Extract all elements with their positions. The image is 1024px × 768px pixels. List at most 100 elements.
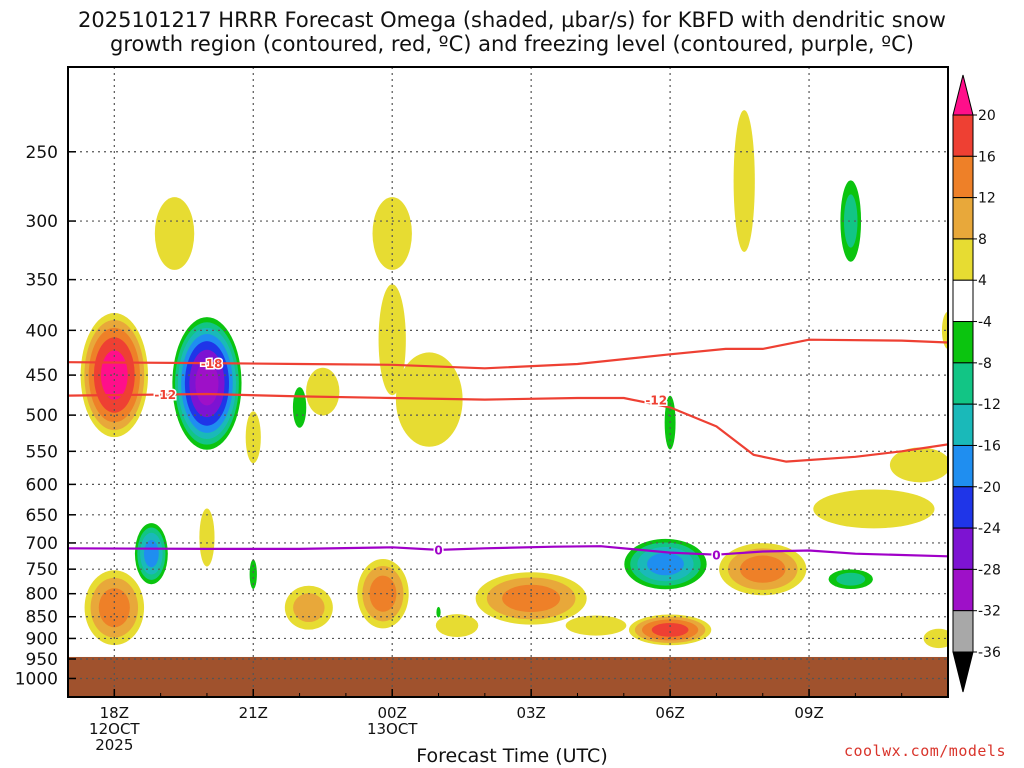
omega-level-p8 bbox=[293, 593, 325, 623]
omega-cell-24 bbox=[733, 110, 755, 252]
colorbar-box-10 bbox=[952, 527, 974, 570]
x-tick-label-0-0: 18Z bbox=[100, 704, 129, 722]
x-tick-label-0-1: 12OCT bbox=[89, 720, 140, 738]
contour-line-2 bbox=[68, 545, 948, 558]
omega-cell-16 bbox=[435, 614, 479, 637]
y-tick-label-450: 450 bbox=[26, 366, 58, 386]
omega-cell-4 bbox=[134, 523, 168, 585]
colorbar-box-1 bbox=[952, 155, 974, 199]
omega-level-p4 bbox=[923, 628, 948, 649]
y-tick-label-800: 800 bbox=[26, 585, 58, 605]
colorbar-label-6: -8 bbox=[978, 356, 992, 372]
colorbar-label-1: 16 bbox=[978, 149, 996, 165]
omega-level-p4 bbox=[372, 197, 412, 270]
colorbar-box-12 bbox=[952, 610, 974, 653]
y-tick-label-900: 900 bbox=[26, 629, 58, 649]
omega-cell-27 bbox=[923, 628, 948, 649]
colorbar-label-10: -24 bbox=[978, 521, 1001, 537]
y-tick-label-300: 300 bbox=[26, 212, 58, 232]
y-tick-label-650: 650 bbox=[26, 506, 58, 526]
colorbar-box-6 bbox=[952, 362, 974, 405]
colorbar-box-7 bbox=[952, 403, 974, 446]
colorbar-box-4 bbox=[952, 279, 974, 323]
omega-cell-6 bbox=[245, 411, 261, 464]
colorbar-label-13: -36 bbox=[978, 645, 1001, 661]
omega-level-p4 bbox=[154, 197, 195, 270]
y-tick-label-750: 750 bbox=[26, 560, 58, 580]
omega-cell-15 bbox=[475, 572, 587, 625]
colorbar-label-9: -20 bbox=[978, 480, 1001, 496]
colorbar-label-2: 12 bbox=[978, 191, 996, 207]
chart-title: 2025101217 HRRR Forecast Omega (shaded, … bbox=[0, 8, 1024, 56]
title-line-1: 2025101217 HRRR Forecast Omega (shaded, … bbox=[78, 8, 946, 32]
omega-cell-25 bbox=[840, 180, 862, 262]
omega-cell-11 bbox=[357, 558, 409, 629]
y-tick-label-250: 250 bbox=[26, 143, 58, 163]
omega-level-m4 bbox=[249, 559, 257, 589]
x-tick-label-12-0: 06Z bbox=[655, 704, 684, 722]
temperature-contours: -18 -12 -12 0 0 bbox=[68, 338, 948, 564]
omega-cell-14 bbox=[378, 284, 406, 396]
omega-cell-29 bbox=[436, 606, 441, 618]
omega-level-p4 bbox=[245, 411, 261, 464]
contour-label-2: -12 bbox=[645, 394, 667, 408]
omega-cell-17 bbox=[565, 615, 627, 636]
colorbar-box-3 bbox=[952, 238, 974, 281]
colorbar-label-7: -12 bbox=[978, 397, 1001, 413]
x-tick-label-3-0: 21Z bbox=[239, 704, 268, 722]
y-tick-label-550: 550 bbox=[26, 442, 58, 462]
colorbar-label-5: -4 bbox=[978, 315, 992, 331]
omega-level-p4 bbox=[889, 447, 948, 483]
omega-level-m16 bbox=[647, 552, 684, 576]
site-credit[interactable]: coolwx.com/models bbox=[843, 742, 1006, 760]
omega-level-p4 bbox=[813, 489, 935, 529]
x-axis-label: Forecast Time (UTC) bbox=[416, 745, 608, 767]
x-tick-label-6-0: 00Z bbox=[378, 704, 407, 722]
grid bbox=[68, 67, 948, 697]
omega-cell-5 bbox=[199, 508, 215, 567]
title-line-2: growth region (contoured, red, ºC) and f… bbox=[110, 32, 914, 56]
colorbar-label-4: 4 bbox=[978, 273, 987, 289]
colorbar-label-3: 8 bbox=[978, 232, 987, 248]
colorbar: 20 16 12 8 4 -4 -8 -12 -16 -20 -24 -28 -32 -36 bbox=[952, 74, 1001, 693]
x-tick-label-6-1: 13OCT bbox=[367, 720, 418, 738]
omega-level-m8 bbox=[836, 572, 866, 586]
omega-cell-9 bbox=[306, 367, 340, 416]
y-tick-label-500: 500 bbox=[26, 406, 58, 426]
below-ground-region bbox=[68, 656, 948, 697]
omega-cell-19 bbox=[624, 538, 707, 590]
omega-cell-2 bbox=[154, 197, 195, 270]
omega-cell-26 bbox=[828, 569, 873, 590]
omega-level-m8 bbox=[843, 194, 858, 248]
colorbar-box-0 bbox=[952, 114, 974, 157]
colorbar-box-5 bbox=[952, 321, 974, 364]
y-tick-label-400: 400 bbox=[26, 321, 58, 341]
colorbar-label-0: 20 bbox=[978, 108, 996, 124]
omega-level-p4 bbox=[378, 284, 406, 396]
contour-label-1: -12 bbox=[154, 388, 176, 402]
omega-level-p4 bbox=[565, 615, 627, 636]
x-tick-label-9-0: 03Z bbox=[516, 704, 545, 722]
omega-cell-3 bbox=[172, 317, 242, 450]
x-tick-label-15-0: 09Z bbox=[794, 704, 823, 722]
y-tick-label-600: 600 bbox=[26, 475, 58, 495]
omega-level-p12 bbox=[739, 555, 786, 583]
omega-level-p12 bbox=[369, 575, 397, 612]
omega-level-p4 bbox=[306, 367, 340, 416]
omega-cell-10 bbox=[284, 585, 333, 630]
colorbar-box-9 bbox=[952, 486, 974, 529]
y-tick-label-850: 850 bbox=[26, 608, 58, 628]
omega-cell-12 bbox=[372, 197, 412, 270]
omega-shading bbox=[80, 110, 948, 649]
omega-level-p4 bbox=[733, 110, 755, 252]
y-axis: 2503003504004505005506006507007508008509… bbox=[15, 143, 76, 689]
y-tick-label-350: 350 bbox=[26, 271, 58, 291]
x-tick-label-0-2: 2025 bbox=[95, 736, 133, 754]
omega-level-m4 bbox=[292, 387, 307, 428]
y-tick-label-950: 950 bbox=[26, 650, 58, 670]
omega-level-p4 bbox=[435, 614, 479, 637]
omega-level-p12 bbox=[502, 584, 561, 613]
contour-label-3: 0 bbox=[434, 543, 442, 557]
omega-level-p16 bbox=[651, 623, 689, 637]
